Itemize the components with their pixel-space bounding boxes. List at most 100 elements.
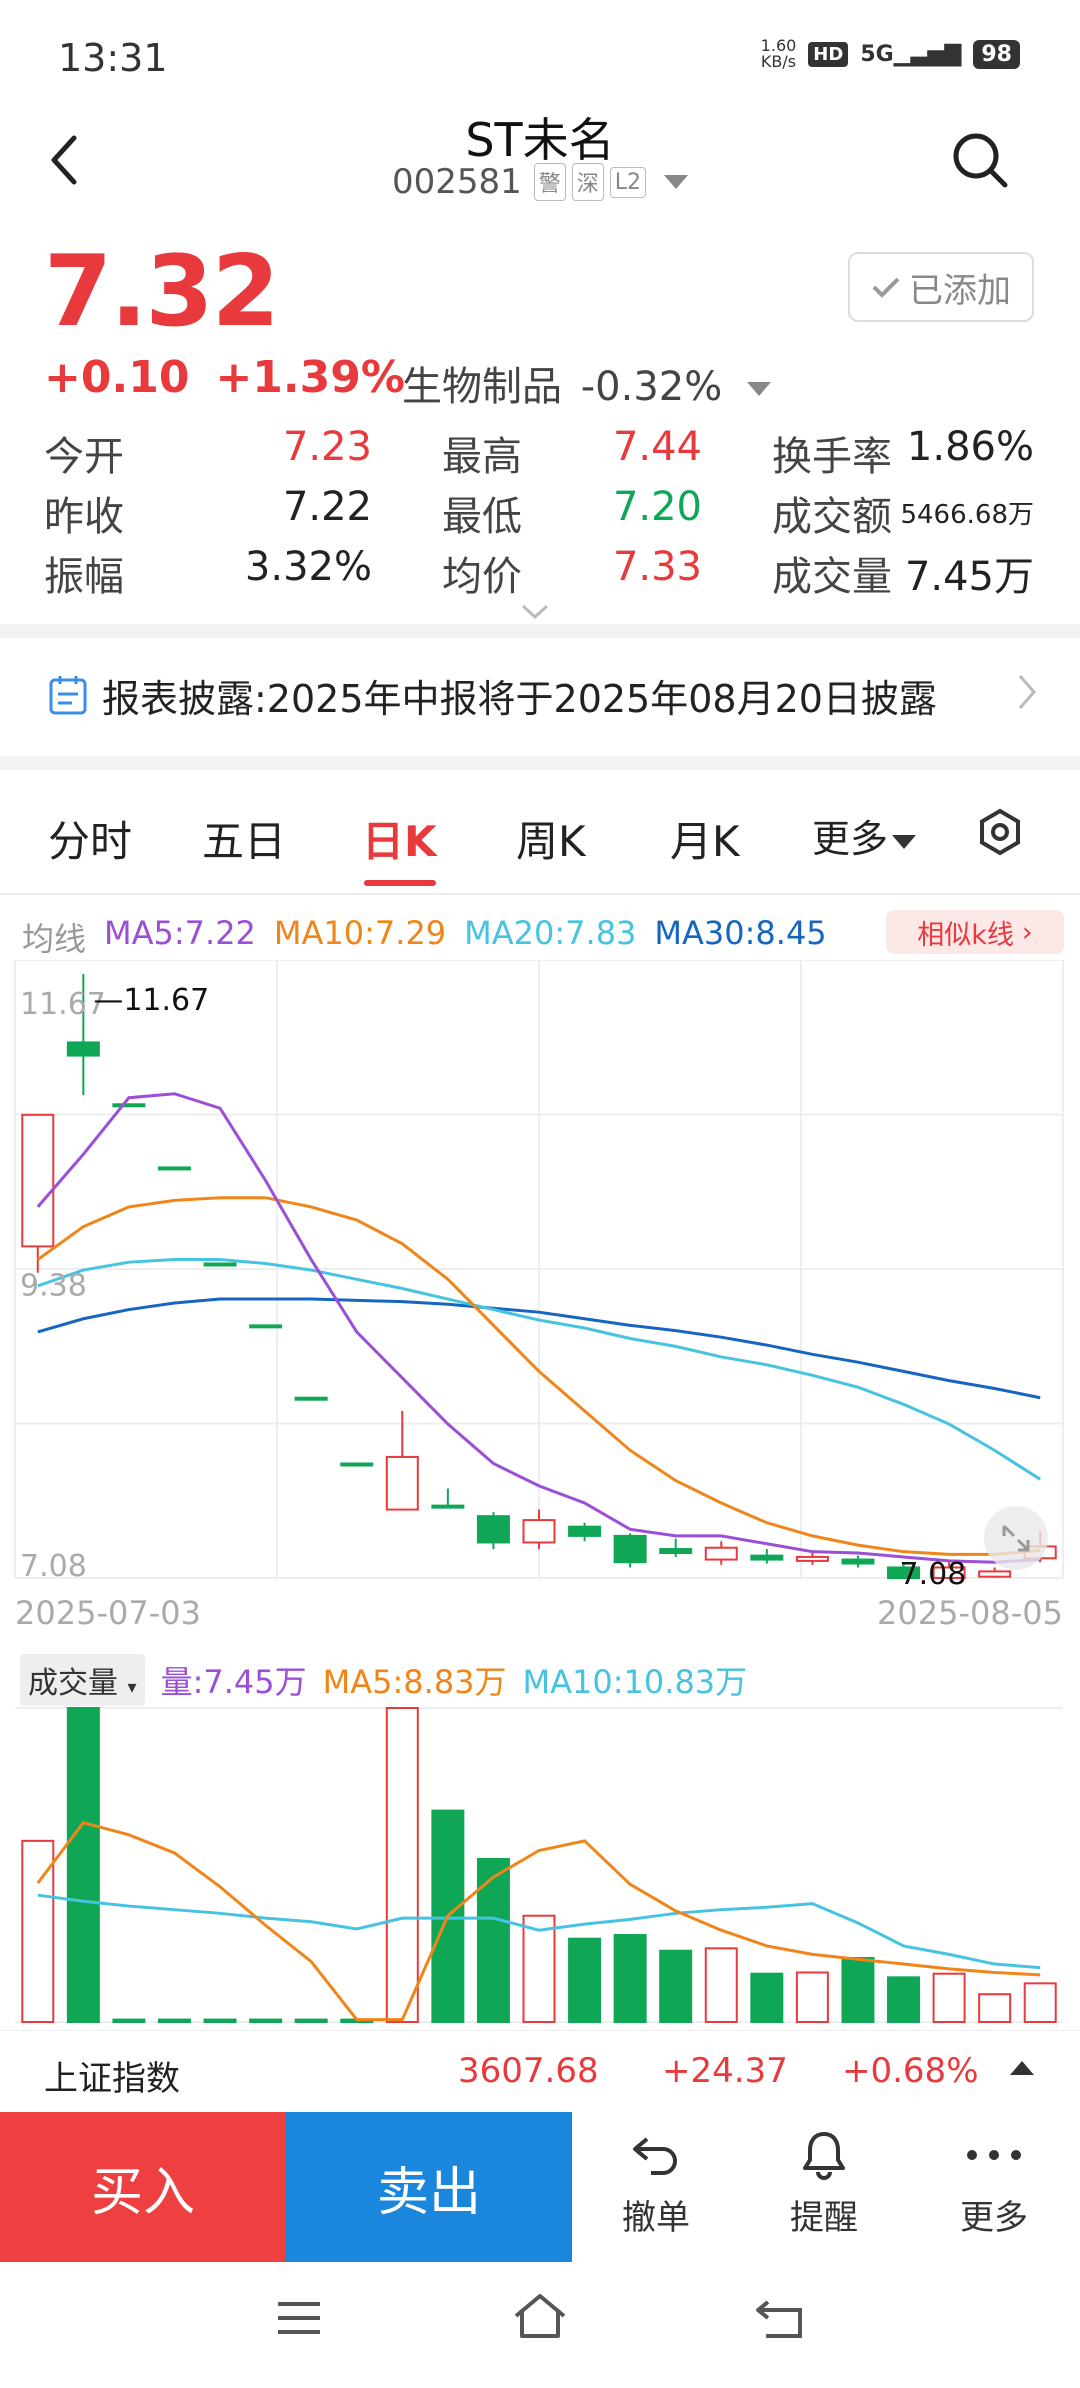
candle-body (431, 1504, 465, 1509)
chevron-down-icon[interactable] (664, 175, 689, 189)
net-speed-unit: KB/s (760, 52, 797, 71)
candle-body (841, 1558, 875, 1565)
net-speed: 1.60 KB/s (761, 38, 797, 70)
candle-body (66, 1041, 100, 1057)
divider (0, 893, 1080, 895)
candle-body (750, 1554, 784, 1561)
fullscreen-icon[interactable] (984, 1506, 1048, 1570)
tab-active-indicator (364, 880, 436, 886)
volume-indicator-select[interactable]: 成交量 ▾ (20, 1654, 145, 1706)
added-watchlist-button[interactable]: 已添加 (848, 252, 1034, 322)
stat-label: 换手率 (772, 434, 892, 480)
similar-kline-button[interactable]: 相似k线 › (886, 910, 1064, 954)
index-value: 3607.68 (458, 2051, 599, 2091)
candle-body (795, 1555, 829, 1562)
stat-label: 昨收 (44, 494, 124, 540)
candle-body (157, 1166, 191, 1171)
stock-name: ST未名 (465, 113, 615, 167)
status-bar: 13:31 1.60 KB/s HD 5G▁▃▅▇ 98 (0, 0, 1080, 110)
stat-value: 7.33 (612, 544, 702, 590)
cancel-order-button[interactable]: 撤单 (596, 2120, 716, 2239)
buy-button[interactable]: 买入 (0, 2112, 286, 2262)
chevron-right-icon: › (1021, 916, 1033, 948)
ma30-value: MA30:8.45 (654, 914, 827, 952)
stat-label: 振幅 (44, 554, 124, 600)
stat-value: 1.86% (906, 424, 1034, 470)
back-nav-icon[interactable] (754, 2296, 806, 2344)
volume-bar (659, 1949, 693, 2023)
chevron-up-icon[interactable] (1008, 2057, 1036, 2081)
divider (0, 756, 1080, 770)
back-icon[interactable] (44, 130, 84, 200)
ma20-line (37, 1258, 1042, 1481)
search-icon[interactable] (950, 130, 1010, 190)
y-tick-label: 9.38 (20, 1268, 87, 1303)
volume-ma5: MA5:8.83万 (322, 1663, 507, 1701)
chart-tabs: 分时 五日 日K 周K 月K 更多 (0, 780, 1080, 890)
chevron-down-icon (892, 834, 917, 849)
sector-info[interactable]: 生物制品 -0.32% (402, 354, 771, 412)
y-tick-label: 7.08 (20, 1549, 87, 1584)
candlestick-chart[interactable]: 11.67 9.38 7.08 —11.67 7.08 2025-07-03 2025-08… (0, 960, 1080, 1640)
calendar-icon (49, 676, 87, 715)
stat-value: 7.22 (282, 484, 372, 530)
candle-body (476, 1515, 510, 1544)
sell-button[interactable]: 卖出 (286, 2112, 572, 2262)
added-label: 已添加 (909, 270, 1011, 311)
stat-value: 5466.68万 (900, 500, 1034, 530)
tab-intraday[interactable]: 分时 (48, 817, 133, 866)
status-time: 13:31 (58, 36, 168, 80)
tab-more[interactable]: 更多 (812, 808, 917, 863)
y-tick-label: 11.67 (20, 987, 106, 1022)
candle-body (340, 1462, 374, 1467)
menu-icon[interactable] (274, 2298, 324, 2342)
stat-value: 7.45万 (904, 554, 1034, 600)
stat-label: 最低 (442, 494, 522, 540)
more-dots-icon (934, 2120, 1054, 2190)
index-ticker[interactable]: 上证指数 3607.68 +24.37 +0.68% (0, 2030, 1080, 2114)
signal-icon: 5G▁▃▅▇ (860, 41, 962, 67)
candle-body (522, 1519, 556, 1544)
sector-name: 生物制品 (402, 364, 562, 410)
candle-body (385, 1455, 419, 1511)
x-axis-end-label: 2025-08-05 (877, 1594, 1063, 1632)
current-price: 7.32 (44, 235, 280, 349)
stat-value: 7.44 (612, 424, 702, 470)
chevron-down-icon (746, 382, 771, 396)
report-notice[interactable]: 报表披露:2025年中报将于2025年08月20日披露 (0, 638, 1080, 752)
signal-label: 5G (860, 41, 894, 67)
volume-bar (522, 1914, 556, 2024)
volume-ma5-line (36, 1821, 1041, 2022)
settings-icon[interactable] (976, 808, 1024, 860)
ma20-value: MA20:7.83 (464, 914, 637, 952)
tag-exchange: 深 (571, 163, 604, 201)
candle-body (978, 1570, 1012, 1578)
volume-chart[interactable] (0, 1700, 1080, 2030)
tab-five-day[interactable]: 五日 (202, 817, 287, 866)
ma30-line (37, 1297, 1041, 1400)
volume-bar (613, 1934, 647, 2024)
home-icon[interactable] (510, 2292, 570, 2346)
net-speed-value: 1.60 (760, 36, 797, 55)
candle-body (659, 1548, 693, 1554)
tab-daily-k[interactable]: 日K (362, 817, 437, 866)
stat-value: 3.32% (244, 544, 372, 590)
candle-body (568, 1525, 602, 1537)
volume-bar (750, 1972, 784, 2024)
stat-label: 成交额 (772, 494, 892, 540)
more-button[interactable]: 更多 (934, 2120, 1054, 2239)
volume-bar (476, 1857, 510, 2023)
candle-body (203, 1262, 237, 1267)
tag-warning: 警 (533, 163, 566, 201)
tab-monthly-k[interactable]: 月K (670, 817, 740, 866)
stat-label: 今开 (44, 434, 124, 480)
hd-icon: HD (808, 41, 849, 67)
alert-button[interactable]: 提醒 (764, 2120, 884, 2239)
index-name: 上证指数 (44, 2059, 180, 2099)
change-pct: +1.39% (215, 352, 405, 403)
tab-weekly-k[interactable]: 周K (516, 817, 586, 866)
expand-chevron-icon[interactable] (520, 594, 550, 629)
alert-label: 提醒 (790, 2198, 858, 2238)
stock-subline[interactable]: 002581 警 深 L2 (0, 162, 1080, 202)
volume-value: 量:7.45万 (160, 1663, 307, 1701)
